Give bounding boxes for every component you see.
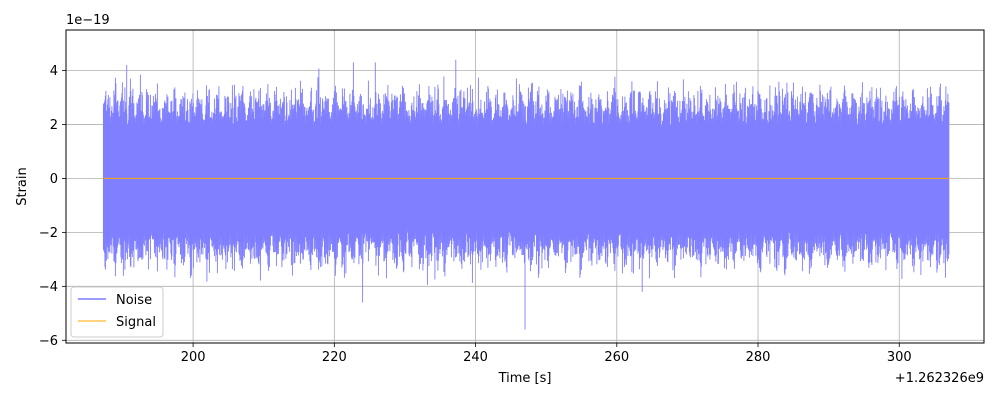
y-tick-label: 0 [50, 172, 58, 187]
y-tick-label: −6 [39, 334, 58, 349]
x-axis-offset-label: +1.262326e9 [895, 371, 984, 386]
x-tick-label: 300 [887, 350, 912, 365]
x-tick-label: 200 [181, 350, 206, 365]
x-tick-label: 260 [604, 350, 629, 365]
x-axis-label: Time [s] [498, 371, 552, 386]
x-tick-label: 240 [463, 350, 488, 365]
x-tick-label: 280 [746, 350, 771, 365]
y-tick-label: −2 [39, 226, 58, 241]
y-axis: −6 −4 −2 0 2 4 [39, 64, 66, 349]
y-tick-label: −4 [39, 280, 58, 295]
y-tick-label: 2 [50, 118, 58, 133]
series-line-noise [102, 59, 950, 330]
x-tick-label: 220 [322, 350, 347, 365]
plot-area [102, 59, 950, 330]
legend: Noise Signal [70, 286, 164, 338]
legend-entry-signal: Signal [116, 315, 156, 330]
axes-frame [65, 29, 985, 344]
y-axis-label: Strain [15, 167, 30, 206]
x-axis: 200 220 240 260 280 300 [181, 343, 912, 365]
y-axis-exponent-label: 1e−19 [66, 13, 110, 28]
legend-entry-noise: Noise [116, 293, 152, 308]
y-tick-label: 4 [50, 64, 58, 79]
